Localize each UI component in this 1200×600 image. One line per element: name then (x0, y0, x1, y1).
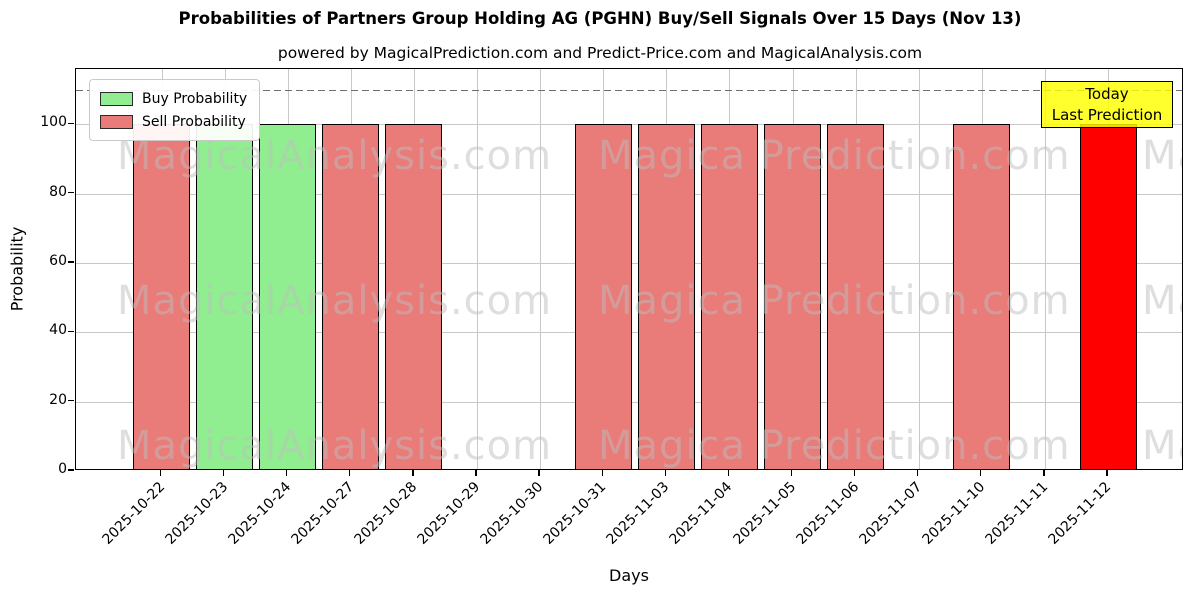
x-tick-mark (286, 470, 288, 476)
plot-clip-layer: MagicalAnalysis.com Magica Prediction.com… (76, 69, 1182, 469)
v-gridline (918, 69, 920, 469)
y-tick-mark (68, 122, 74, 125)
bar (385, 124, 443, 469)
legend: Buy Probability Sell Probability (89, 79, 261, 141)
v-gridline (540, 69, 542, 469)
buy-probability-swatch-icon (100, 91, 133, 106)
x-tick-mark (475, 470, 477, 476)
legend-label-sell: Sell Probability (142, 113, 246, 130)
today-annotation-line2: Last Prediction (1051, 105, 1163, 124)
x-tick-mark (601, 470, 603, 476)
today-annotation-line1: Today (1085, 84, 1129, 103)
watermark-text: MagicalAnalysis.com (1142, 423, 1182, 469)
legend-label-buy: Buy Probability (142, 90, 248, 107)
x-tick-mark (853, 470, 856, 476)
bar (764, 124, 821, 469)
bar (259, 124, 317, 469)
y-tick-mark (68, 330, 74, 333)
v-gridline (1044, 69, 1046, 469)
y-tick-mark (68, 261, 74, 263)
y-tick-mark (68, 469, 74, 471)
bar (133, 124, 190, 469)
y-tick-mark (68, 192, 74, 194)
y-tick-label: 0 (58, 461, 67, 477)
x-tick-mark (1106, 470, 1108, 476)
bar (637, 124, 695, 469)
legend-row-buy: Buy Probability (100, 87, 247, 110)
watermark-text: MagicalAnalysis.com (117, 423, 553, 469)
bar (1079, 124, 1137, 469)
watermark-text: Magica Prediction.com (598, 133, 1071, 179)
plot-area: MagicalAnalysis.com Magica Prediction.com… (75, 68, 1183, 470)
watermark-text: MagicalAnalysis.com (1142, 278, 1182, 324)
bar (700, 124, 758, 469)
x-tick-mark (222, 470, 225, 476)
bar (827, 124, 885, 469)
x-tick-mark (349, 470, 351, 476)
today-annotation: Today Last Prediction (1041, 81, 1173, 128)
y-tick-label: 40 (49, 322, 67, 339)
x-tick-mark (412, 470, 414, 476)
x-tick-mark (538, 470, 540, 476)
chart-title: Probabilities of Partners Group Holding … (178, 9, 1022, 28)
y-tick-label: 100 (40, 114, 67, 131)
threshold-dashed-line (76, 89, 1182, 92)
x-tick-mark (159, 470, 162, 476)
y-tick-label: 60 (49, 253, 67, 270)
bar (196, 124, 254, 469)
chart-subtitle: powered by MagicalPrediction.com and Pre… (277, 44, 923, 62)
watermark-text: Magica Prediction.com (598, 423, 1071, 469)
y-tick-mark (68, 399, 74, 402)
v-gridline (477, 69, 478, 469)
watermark-text: MagicalAnalysis.com (117, 278, 553, 324)
x-tick-mark (727, 470, 730, 476)
bar (574, 124, 632, 469)
watermark-text: Magica Prediction.com (598, 278, 1071, 324)
y-tick-label: 80 (49, 183, 67, 200)
x-tick-mark (917, 470, 919, 476)
bar (953, 124, 1011, 469)
watermark-text: MagicalAnalysis.com (117, 133, 553, 179)
x-tick-mark (664, 470, 666, 476)
watermark-text: MagicalAnalysis.com (1142, 133, 1182, 179)
bar (322, 124, 380, 469)
sell-probability-swatch-icon (100, 114, 133, 129)
legend-row-sell: Sell Probability (100, 110, 247, 133)
x-tick-mark (790, 470, 793, 476)
y-tick-label: 20 (49, 391, 67, 408)
x-tick-mark (1043, 470, 1045, 476)
x-axis-label: Days (609, 566, 649, 585)
x-tick-mark (980, 470, 982, 476)
